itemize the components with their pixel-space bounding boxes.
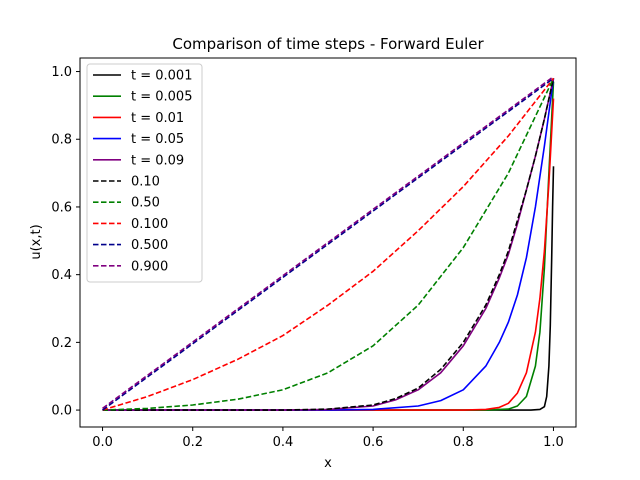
y-tick-label: 1.0: [51, 65, 72, 80]
y-tick-label: 0.2: [51, 336, 72, 351]
y-tick-label: 0.6: [51, 200, 72, 215]
series-line-7: [102, 77, 555, 411]
x-tick-label: 0.6: [363, 435, 384, 450]
legend-label: 0.500: [131, 238, 168, 253]
legend-label: 0.50: [131, 196, 160, 211]
legend-label: t = 0.001: [131, 69, 192, 84]
series-line-10: [102, 75, 554, 410]
series-line-6: [102, 78, 555, 411]
legend-label: t = 0.005: [131, 90, 192, 105]
legend-label: t = 0.09: [131, 153, 184, 168]
series-layer: [102, 75, 555, 411]
x-tick-label: 0.8: [453, 435, 474, 450]
chart-title: Comparison of time steps - Forward Euler: [172, 35, 484, 53]
y-axis-label: u(x,t): [29, 224, 44, 259]
y-tick-label: 0.4: [51, 268, 72, 283]
x-tick-label: 1.0: [543, 435, 564, 450]
x-tick-label: 0.2: [182, 435, 203, 450]
legend-label: 0.10: [131, 175, 160, 190]
series-line-8: [102, 77, 555, 411]
x-tick-label: 0.4: [273, 435, 294, 450]
legend-label: t = 0.01: [131, 111, 184, 126]
legend-box: [86, 63, 203, 283]
x-axis-ticks: 0.0 0.2 0.4 0.6 0.8 1.0: [92, 427, 564, 450]
x-tick-label: 0.0: [92, 435, 113, 450]
legend-label: 0.900: [131, 259, 168, 274]
series-line-3: [102, 98, 555, 411]
series-line-9: [102, 77, 554, 411]
y-tick-label: 0.8: [51, 133, 72, 148]
x-axis-label: x: [324, 456, 332, 471]
y-tick-label: 0.0: [51, 404, 72, 419]
legend: t = 0.001 t = 0.005 t = 0.01 t = 0.05 t = 0.…: [86, 63, 203, 283]
legend-label: 0.100: [131, 217, 168, 232]
y-axis-ticks: 0.0 0.2 0.4 0.6 0.8 1.0: [51, 65, 80, 419]
legend-label: t = 0.05: [131, 132, 184, 147]
series-line-4: [102, 78, 555, 411]
